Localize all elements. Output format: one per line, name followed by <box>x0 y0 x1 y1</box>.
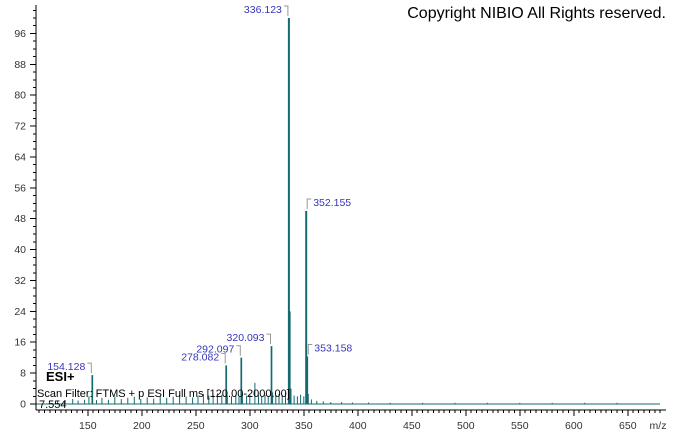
x-axis-title: m/z <box>650 420 667 432</box>
y-tick-label: 88 <box>14 59 26 71</box>
x-tick-label: 250 <box>187 420 205 432</box>
y-tick-label: 80 <box>14 90 26 102</box>
x-tick-label: 300 <box>241 420 259 432</box>
peak-label-connector <box>221 352 226 364</box>
y-tick-label: 72 <box>14 121 26 133</box>
copyright-text: Copyright NIBIO All Rights reserved. <box>407 5 666 22</box>
axes <box>30 5 666 416</box>
peak-label-connector <box>87 362 92 374</box>
y-tick-label: 48 <box>14 213 26 225</box>
x-tick-label: 150 <box>79 420 97 432</box>
peak-label-connector <box>307 344 313 355</box>
y-tick-label: 8 <box>20 368 26 380</box>
scan-annotations: ESI+ Scan Filter: FTMS + p ESI Full ms [1… <box>37 369 290 411</box>
peak-label: 336.123 <box>244 4 282 16</box>
x-tick-label: 400 <box>349 420 367 432</box>
x-tick-label: 650 <box>619 420 637 432</box>
x-tick-label: 200 <box>133 420 151 432</box>
x-tick-label: 500 <box>457 420 475 432</box>
peak-label-connector <box>283 5 289 16</box>
ionization-mode-label: ESI+ <box>46 369 75 384</box>
x-tick-label: 600 <box>565 420 583 432</box>
y-tick-label: 24 <box>14 306 26 318</box>
y-tick-label: 16 <box>14 337 26 349</box>
tick-labels: 150 200 250 300 350 400 450 500 550 600 650 m/z 0 8 16… <box>14 28 666 432</box>
scan-filter-label: Scan Filter: FTMS + p ESI Full ms [120.0… <box>37 388 290 400</box>
y-tick-label: 56 <box>14 182 26 194</box>
peak-label: 292.097 <box>196 344 234 356</box>
peak-label-connector <box>306 198 312 209</box>
x-tick-label: 450 <box>403 420 421 432</box>
peak-label: 353.158 <box>314 343 352 355</box>
y-tick-label: 0 <box>20 399 26 411</box>
peak-label-connector <box>266 333 271 345</box>
y-tick-label: 96 <box>14 28 26 40</box>
retention-time-label: 7.554 <box>39 399 67 411</box>
peak-label: 352.155 <box>313 197 351 209</box>
peak-label: 278.082 <box>181 351 219 363</box>
x-tick-label: 550 <box>511 420 529 432</box>
peak-label: 154.128 <box>47 361 85 373</box>
y-tick-label: 40 <box>14 244 26 256</box>
spectrum-trace <box>36 18 660 405</box>
peak-label-connector <box>236 345 241 356</box>
peak-label: 320.093 <box>227 332 265 344</box>
x-tick-label: 350 <box>295 420 313 432</box>
y-tick-label: 64 <box>14 152 26 164</box>
y-tick-label: 32 <box>14 275 26 287</box>
